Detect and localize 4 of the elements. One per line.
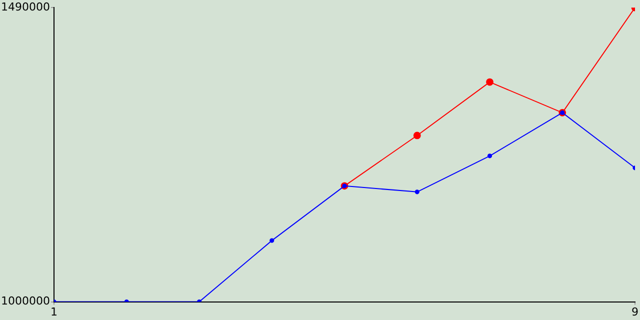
x-tick-label: 1 — [50, 305, 58, 318]
x-tick-label: 9 — [632, 305, 638, 318]
y-tick-label: 1000000 — [0, 294, 50, 308]
y-tick-label: 1490000 — [0, 0, 50, 14]
